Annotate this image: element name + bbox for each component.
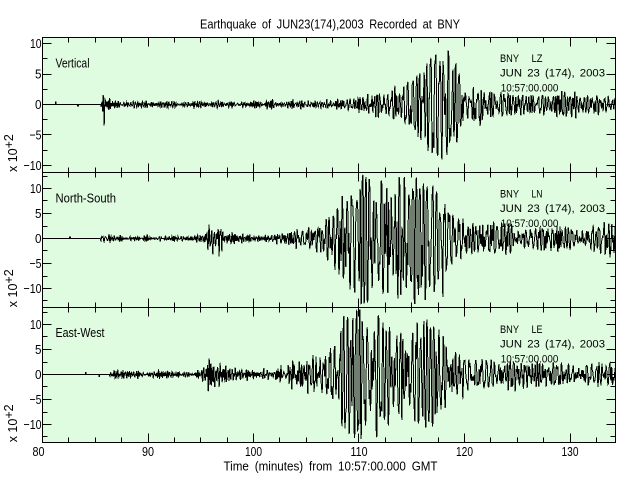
svg-text:x 10+2: x 10+2 [2,404,20,442]
svg-text:LN: LN [532,189,543,201]
svg-text:80: 80 [33,444,45,459]
svg-text:10: 10 [30,317,42,332]
svg-text:130: 130 [562,444,579,459]
svg-text:10:57:00.000: 10:57:00.000 [501,354,559,366]
svg-text:−5: −5 [30,256,42,271]
svg-text:10:57:00.000: 10:57:00.000 [501,218,559,230]
svg-text:x 10+2: x 10+2 [2,134,20,172]
svg-text:East-West: East-West [56,325,105,340]
svg-text:North-South: North-South [56,191,117,206]
svg-text:−10: −10 [24,281,42,296]
svg-text:−5: −5 [30,392,42,407]
svg-text:Vertical: Vertical [56,56,90,71]
svg-text:90: 90 [142,444,154,459]
svg-text:−5: −5 [30,127,42,142]
svg-text:5: 5 [35,206,42,221]
svg-text:−10: −10 [24,158,42,173]
svg-text:−10: −10 [24,417,42,432]
svg-text:110: 110 [351,444,368,459]
svg-text:5: 5 [35,66,42,81]
svg-text:0: 0 [35,231,42,246]
svg-text:10: 10 [30,181,42,196]
svg-text:BNY: BNY [500,324,520,336]
svg-text:120: 120 [456,444,473,459]
svg-text:BNY: BNY [500,53,520,65]
svg-text:BNY: BNY [500,189,520,201]
svg-text:0: 0 [35,367,42,382]
svg-text:JUN 23 (174), 2003: JUN 23 (174), 2003 [500,339,605,351]
svg-text:LZ: LZ [532,53,543,65]
svg-text:100: 100 [245,444,262,459]
svg-text:JUN 23 (174), 2003: JUN 23 (174), 2003 [500,203,605,215]
svg-text:5: 5 [35,342,42,357]
svg-text:Time (minutes) from 10:57:00.0: Time (minutes) from 10:57:00.000 GMT [224,459,438,474]
svg-text:x 10+2: x 10+2 [2,269,20,307]
svg-text:JUN 23 (174), 2003: JUN 23 (174), 2003 [500,68,605,80]
svg-text:Earthquake of JUN23(174),2003: Earthquake of JUN23(174),2003 Recorded a… [200,17,460,32]
svg-text:0: 0 [35,97,42,112]
svg-text:10: 10 [30,36,42,51]
svg-text:10:57:00.000: 10:57:00.000 [501,83,559,95]
svg-text:LE: LE [532,324,543,336]
